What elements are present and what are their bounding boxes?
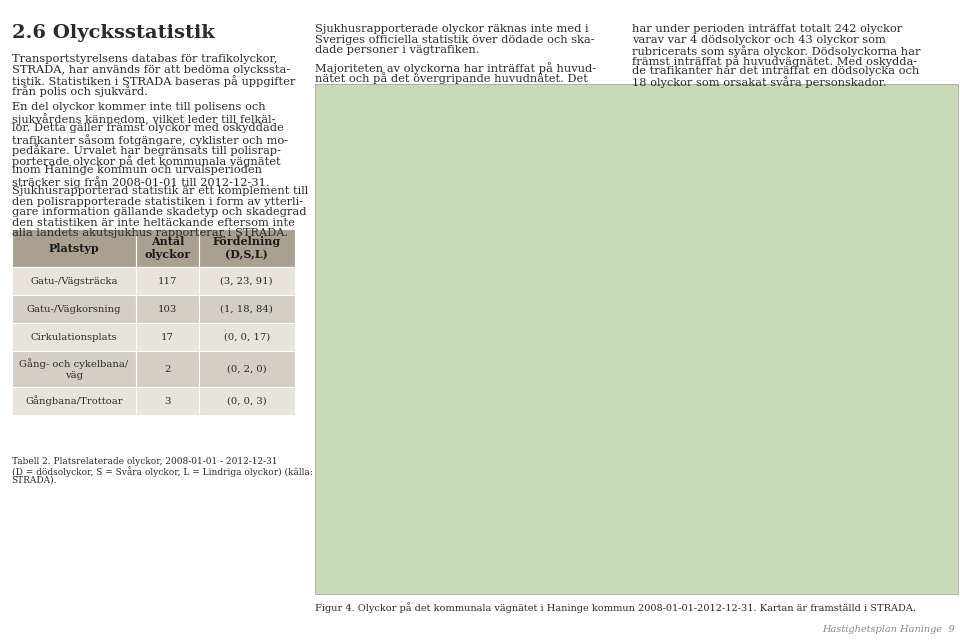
Bar [12,323,136,351]
Bar [12,229,136,267]
Text: den statistiken är inte heltäckande eftersom inte: den statistiken är inte heltäckande efte… [12,218,295,228]
Bar [199,295,295,323]
Text: från polis och sjukvård.: från polis och sjukvård. [12,86,148,97]
Bar [136,323,199,351]
Bar [199,229,295,267]
Text: 103: 103 [157,305,177,314]
Text: En del olyckor kommer inte till polisens och: En del olyckor kommer inte till polisens… [12,102,265,112]
Text: (0, 2, 0): (0, 2, 0) [227,365,267,374]
Bar [12,351,136,387]
Text: (1, 18, 84): (1, 18, 84) [221,305,274,314]
Text: lor. Detta gäller främst olyckor med oskyddade: lor. Detta gäller främst olyckor med osk… [12,123,283,133]
Text: (3, 23, 91): (3, 23, 91) [221,276,274,285]
Bar [136,387,199,415]
Text: nätet och på det övergripande huvudnätet. Det: nätet och på det övergripande huvudnätet… [315,72,588,84]
Bar [199,387,295,415]
Text: 117: 117 [157,276,178,285]
Text: inom Haninge kommun och urvalsperioden: inom Haninge kommun och urvalsperioden [12,166,261,175]
Text: Gång- och cykelbana/
väg: Gång- och cykelbana/ väg [19,359,129,379]
Bar [136,229,199,267]
Text: dade personer i vägtrafiken.: dade personer i vägtrafiken. [315,45,479,55]
Bar [199,323,295,351]
Text: Gångbana/Trottoar: Gångbana/Trottoar [25,395,123,406]
Text: Sjukhusrapporterade olyckor räknas inte med i: Sjukhusrapporterade olyckor räknas inte … [315,24,588,34]
Text: Gatu-/Vägkorsning: Gatu-/Vägkorsning [27,305,121,314]
Text: Antal
olyckor: Antal olyckor [144,236,190,260]
Text: pedåkare. Urvalet har begränsats till polisrap-: pedåkare. Urvalet har begränsats till po… [12,144,280,156]
Text: Tabell 2. Platsrelaterade olyckor, 2008-01-01 - 2012-12-31: Tabell 2. Platsrelaterade olyckor, 2008-… [12,457,277,466]
Text: STRADA, har används för att bedöma olyckssta-: STRADA, har används för att bedöma olyck… [12,64,290,75]
Text: varav var 4 dödsolyckor och 43 olyckor som: varav var 4 dödsolyckor och 43 olyckor s… [632,35,885,44]
Text: Transportstyrelsens databas för trafikolyckor,: Transportstyrelsens databas för trafikol… [12,54,276,64]
Text: (0, 0, 3): (0, 0, 3) [227,397,267,406]
Bar [12,267,136,295]
Text: gare information gällande skadetyp och skadegrad: gare information gällande skadetyp och s… [12,207,306,217]
Bar [199,267,295,295]
Text: Figur 4. Olyckor på det kommunala vägnätet i Haninge kommun 2008-01-01-2012-12-3: Figur 4. Olyckor på det kommunala vägnät… [315,602,916,613]
Text: Sveriges officiella statistik över dödade och ska-: Sveriges officiella statistik över dödad… [315,35,594,44]
Text: rubricerats som svåra olyckor. Dödsolyckorna har: rubricerats som svåra olyckor. Dödsolyck… [632,45,921,57]
Text: tistik. Statistiken i STRADA baseras på uppgifter: tistik. Statistiken i STRADA baseras på … [12,75,295,87]
Text: trafikanter såsom fotgängare, cyklister och mo-: trafikanter såsom fotgängare, cyklister … [12,134,288,146]
Text: de trafikanter har det inträffat en dödsolycka och: de trafikanter har det inträffat en döds… [632,66,919,76]
Bar [12,387,136,415]
Text: (0, 0, 17): (0, 0, 17) [224,332,270,341]
Text: Gatu-/Vägsträcka: Gatu-/Vägsträcka [30,276,118,285]
Text: 2.6 Olycksstatistik: 2.6 Olycksstatistik [12,24,214,42]
Text: (D = dödsolyckor, S = Svåra olyckor, L = Lindriga olyckor) (källa:: (D = dödsolyckor, S = Svåra olyckor, L =… [12,466,312,477]
Text: porterade olyckor på det kommunala vägnätet: porterade olyckor på det kommunala vägnä… [12,155,280,167]
Text: sjukvårdens kännedom, vilket leder till felkäl-: sjukvårdens kännedom, vilket leder till … [12,113,275,125]
Text: Platstyp: Platstyp [49,243,99,254]
Text: Fördelning
(D,S,L): Fördelning (D,S,L) [213,236,281,260]
Text: Sjukhusrapporterad statistik är ett komplement till: Sjukhusrapporterad statistik är ett komp… [12,186,308,196]
Text: 17: 17 [161,332,174,341]
Bar [12,295,136,323]
Text: Hastighetsplan Haninge  9: Hastighetsplan Haninge 9 [823,625,955,634]
Text: STRADA).: STRADA). [12,476,57,485]
Bar [136,267,199,295]
Bar [136,351,199,387]
Bar [199,351,295,387]
Text: sträcker sig från 2008-01-01 till 2012-12-31.: sträcker sig från 2008-01-01 till 2012-1… [12,176,269,187]
Text: den polisrapporterade statistiken i form av ytterli-: den polisrapporterade statistiken i form… [12,197,302,207]
Text: alla landets akutsjukhus rapporterar i STRADA.: alla landets akutsjukhus rapporterar i S… [12,229,288,238]
Text: främst inträffat på huvudvägnätet. Med oskydda-: främst inträffat på huvudvägnätet. Med o… [632,55,917,68]
Text: 2: 2 [164,365,171,374]
Text: Cirkulationsplats: Cirkulationsplats [31,332,117,341]
Bar [315,84,958,594]
Bar [136,295,199,323]
Text: har under perioden inträffat totalt 242 olyckor: har under perioden inträffat totalt 242 … [632,24,902,34]
Text: 3: 3 [164,397,171,406]
Text: 18 olyckor som orsakat svåra personskador.: 18 olyckor som orsakat svåra personskado… [632,77,886,88]
Text: Majoriteten av olyckorna har inträffat på huvud-: Majoriteten av olyckorna har inträffat p… [315,62,596,73]
